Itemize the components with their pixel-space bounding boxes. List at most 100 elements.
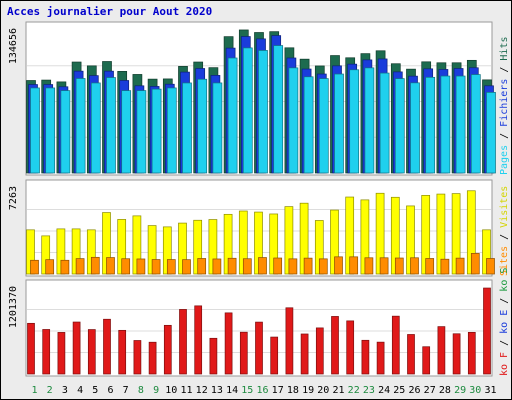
bar-sites-day-11 bbox=[182, 259, 191, 275]
bar-kof-day-2 bbox=[42, 329, 51, 375]
bar-sites-day-9 bbox=[151, 259, 161, 275]
day-label-27: 27 bbox=[424, 385, 436, 396]
day-label-8: 8 bbox=[138, 385, 144, 396]
bar-kof-day-11 bbox=[179, 309, 187, 375]
day-label-12: 12 bbox=[196, 385, 208, 396]
bar-pages-day-9 bbox=[151, 88, 162, 174]
legend-separator: / bbox=[499, 127, 510, 145]
panel-2-ymax-label: 7263 bbox=[8, 186, 19, 210]
day-label-26: 26 bbox=[408, 385, 420, 396]
bar-pages-day-16 bbox=[258, 50, 268, 174]
bar-kof-day-5 bbox=[87, 329, 96, 375]
bar-sites-day-25 bbox=[394, 257, 404, 275]
bar-kof-day-14 bbox=[224, 312, 233, 375]
bar-pages-day-14 bbox=[227, 57, 238, 174]
day-label-14: 14 bbox=[226, 385, 238, 396]
bar-pages-day-5 bbox=[90, 82, 101, 174]
legend-fichiers: Fichiers bbox=[499, 79, 510, 127]
legend-sites: Sites bbox=[499, 246, 510, 276]
bar-kof-day-17 bbox=[270, 336, 279, 375]
bar-kof-day-22 bbox=[346, 320, 355, 375]
bar-sites-day-21 bbox=[334, 256, 343, 275]
legend-separator: / bbox=[499, 292, 510, 310]
day-label-7: 7 bbox=[123, 385, 129, 396]
bar-pages-day-28 bbox=[440, 75, 451, 174]
bar-sites-day-20 bbox=[318, 258, 328, 275]
bar-sites-day-13 bbox=[212, 258, 222, 275]
day-label-15: 15 bbox=[241, 385, 253, 396]
day-label-16: 16 bbox=[256, 385, 268, 396]
bar-pages-day-12 bbox=[197, 78, 208, 174]
bar-pages-day-27 bbox=[425, 76, 436, 174]
day-label-23: 23 bbox=[363, 385, 375, 396]
bar-kof-day-19 bbox=[300, 333, 309, 375]
bar-kof-day-16 bbox=[255, 321, 263, 375]
bar-kof-day-27 bbox=[422, 346, 431, 375]
legend-ko-e: ko E bbox=[499, 310, 510, 334]
bar-pages-day-17 bbox=[273, 45, 284, 174]
bar-pages-day-3 bbox=[60, 90, 71, 174]
legend-visites: Visites bbox=[499, 186, 510, 228]
bar-kof-day-10 bbox=[163, 324, 172, 375]
panel-3-legend: ko F / ko E / ko S bbox=[499, 268, 510, 376]
bar-pages-day-18 bbox=[288, 67, 299, 174]
bar-sites-day-1 bbox=[30, 259, 39, 275]
bar-sites-day-4 bbox=[75, 258, 85, 275]
bar-kof-day-29 bbox=[452, 333, 461, 375]
bar-kof-day-26 bbox=[407, 334, 415, 375]
day-label-30: 30 bbox=[469, 385, 481, 396]
bar-pages-day-8 bbox=[136, 90, 147, 174]
bar-sites-day-17 bbox=[273, 257, 283, 275]
bar-pages-day-30 bbox=[470, 74, 481, 174]
bar-pages-day-2 bbox=[45, 87, 56, 174]
bar-kof-day-9 bbox=[148, 341, 157, 375]
panel-3-ymax-label: 1201370 bbox=[8, 286, 19, 328]
bar-sites-day-24 bbox=[379, 257, 389, 275]
bar-kof-day-25 bbox=[391, 315, 400, 375]
day-label-13: 13 bbox=[211, 385, 223, 396]
bar-kof-day-28 bbox=[437, 326, 446, 375]
bar-pages-day-25 bbox=[394, 78, 405, 174]
bar-sites-day-3 bbox=[60, 259, 70, 275]
day-label-5: 5 bbox=[92, 385, 98, 396]
bar-kof-day-20 bbox=[315, 327, 324, 375]
bar-kof-day-15 bbox=[239, 331, 248, 375]
bar-sites-day-15 bbox=[242, 258, 252, 275]
bar-sites-day-16 bbox=[258, 257, 267, 275]
bar-pages-day-21 bbox=[334, 73, 344, 174]
legend-separator: / bbox=[499, 228, 510, 246]
day-label-3: 3 bbox=[62, 385, 68, 396]
day-label-2: 2 bbox=[47, 385, 53, 396]
day-label-31: 31 bbox=[484, 385, 496, 396]
legend-ko-f: ko F bbox=[499, 352, 510, 376]
bar-pages-day-31 bbox=[486, 92, 496, 174]
day-label-17: 17 bbox=[272, 385, 284, 396]
bar-kof-day-6 bbox=[103, 318, 111, 375]
bar-sites-day-6 bbox=[106, 257, 115, 275]
bar-pages-day-24 bbox=[379, 72, 390, 174]
day-label-6: 6 bbox=[107, 385, 113, 396]
bar-pages-day-22 bbox=[349, 69, 360, 174]
legend-separator: / bbox=[499, 61, 510, 79]
legend-hits: Hits bbox=[499, 37, 510, 61]
bar-pages-day-13 bbox=[212, 82, 223, 174]
legend-separator: / bbox=[499, 334, 510, 352]
bar-pages-day-11 bbox=[182, 82, 192, 174]
day-label-10: 10 bbox=[165, 385, 177, 396]
bar-kof-day-12 bbox=[194, 305, 203, 375]
day-label-19: 19 bbox=[302, 385, 314, 396]
bar-kof-day-4 bbox=[72, 321, 81, 375]
bar-sites-day-10 bbox=[166, 259, 176, 275]
bar-sites-day-27 bbox=[425, 258, 435, 275]
bar-sites-day-5 bbox=[90, 256, 100, 275]
bar-sites-day-22 bbox=[349, 256, 359, 275]
legend-ko-s: ko S bbox=[499, 268, 510, 292]
bar-sites-day-26 bbox=[410, 257, 419, 275]
bar-pages-day-7 bbox=[121, 90, 132, 174]
bar-kof-day-3 bbox=[57, 332, 66, 375]
day-label-20: 20 bbox=[317, 385, 329, 396]
day-label-4: 4 bbox=[77, 385, 83, 396]
bar-pages-day-6 bbox=[106, 77, 116, 174]
bar-sites-day-23 bbox=[364, 257, 374, 275]
